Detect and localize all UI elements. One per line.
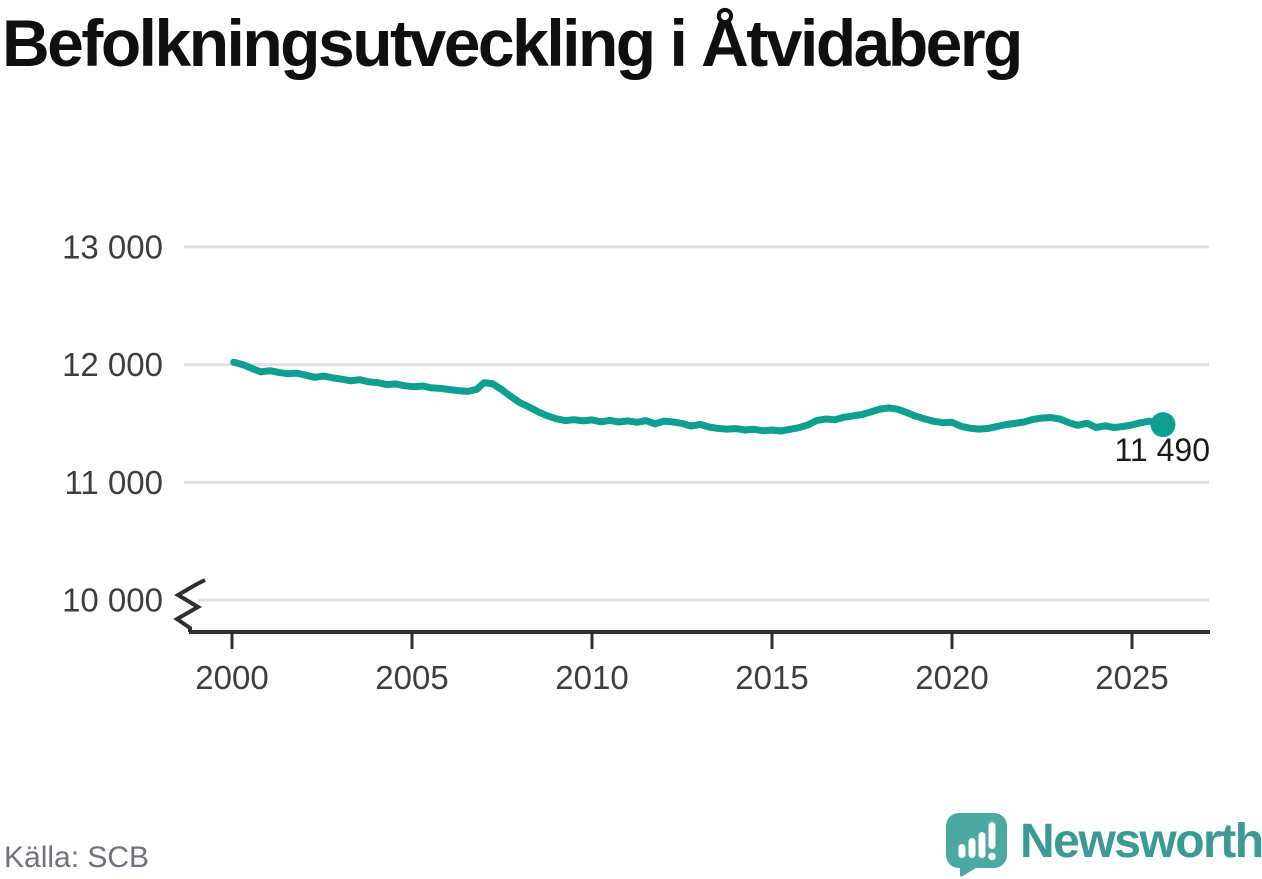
axis-break-icon	[173, 578, 206, 632]
y-tick-label: 10 000	[62, 582, 163, 619]
source-label: Källa: SCB	[4, 841, 150, 874]
y-tick-label: 13 000	[62, 228, 163, 265]
newsworthy-wordmark: Newsworthy	[1020, 815, 1262, 868]
x-tick-label: 2005	[375, 659, 448, 696]
x-tick-label: 2015	[735, 659, 808, 696]
population-line	[230, 358, 1167, 435]
x-tick-label: 2020	[915, 659, 988, 696]
chart-title: Befolkningsutveckling i Åtvidaberg	[2, 6, 1023, 80]
x-tick-label: 2025	[1095, 659, 1168, 696]
latest-value-label: 11 490	[1115, 432, 1211, 468]
y-tick-label: 11 000	[65, 464, 163, 501]
newsworthy-logo-icon	[946, 813, 1007, 877]
y-tick-label: 12 000	[62, 346, 163, 383]
newsworthy-brand: Newsworthy	[946, 813, 1262, 877]
x-tick-label: 2000	[195, 659, 268, 696]
x-tick-label: 2010	[555, 659, 628, 696]
latest-point-dot	[1150, 412, 1176, 438]
